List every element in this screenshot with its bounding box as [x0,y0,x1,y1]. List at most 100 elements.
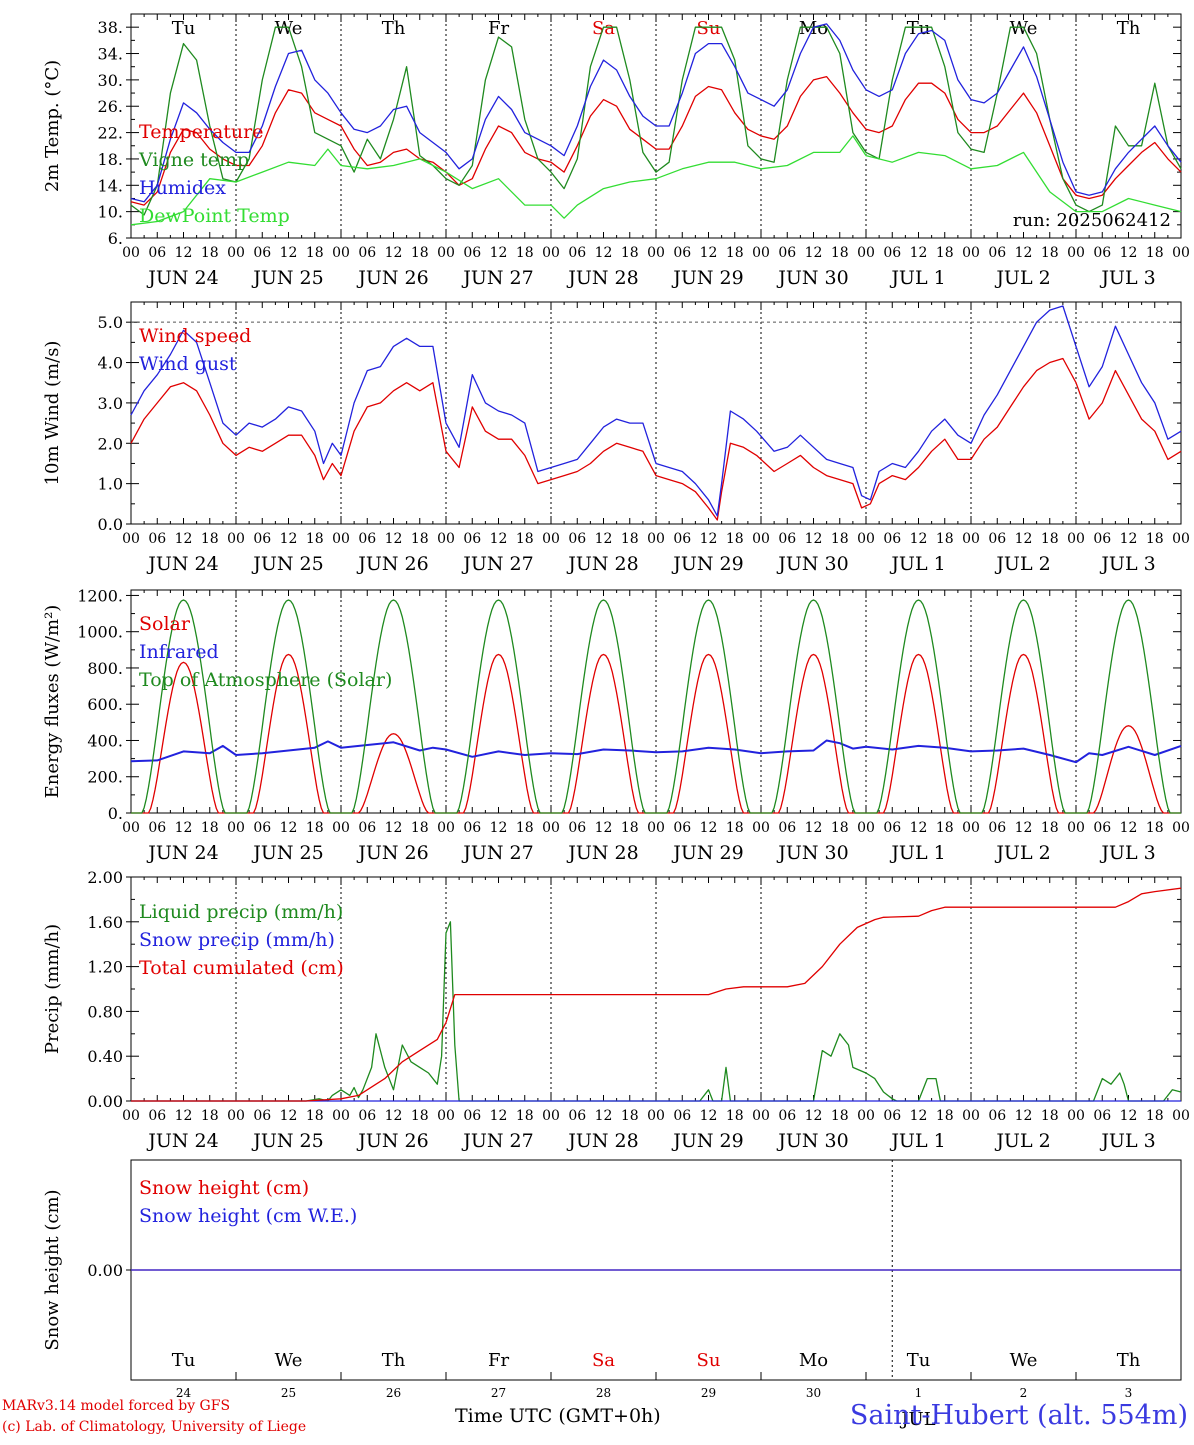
y-tick-label: 1.60 [87,913,123,932]
hour-tick-label: 00 [437,245,455,261]
hour-tick-label: 18 [306,1108,324,1124]
legend-entry: Snow height (cm) [139,1177,309,1199]
y-axis-label: Energy fluxes (W/m²) [42,605,63,799]
legend-entry: Snow precip (mm/h) [139,929,335,951]
hour-tick-label: 06 [253,820,271,836]
legend-entry: Wind speed [139,325,251,347]
date-label: JUN 29 [671,267,743,289]
y-tick-label: 0.0 [98,515,123,534]
y-axis-label: Precip (mm/h) [42,924,63,1054]
hour-tick-label: 06 [358,245,376,261]
y-tick-label: 400. [87,731,123,750]
hour-tick-label: 12 [1015,245,1033,261]
day-name-label: Fr [488,1350,509,1371]
hour-tick-label: 00 [1067,245,1085,261]
hour-tick-label: 18 [726,531,744,547]
hour-tick-label: 12 [280,531,298,547]
legend-entry: Wind gust [139,353,237,375]
hour-tick-label: 18 [831,820,849,836]
hour-tick-label: 12 [385,531,403,547]
date-label: JUN 24 [146,842,218,864]
hour-tick-label: 06 [568,531,586,547]
y-tick-label: 200. [87,768,123,787]
day-name-label: Tu [172,18,196,39]
lab-credit: (c) Lab. of Climatology, University of L… [2,1419,307,1435]
y-tick-label: 34. [98,45,123,64]
hour-tick-label: 00 [647,1108,665,1124]
date-label: JUN 29 [671,553,743,575]
date-label: JUN 30 [776,1130,848,1152]
hour-tick-label: 18 [411,1108,429,1124]
day-name-label: Th [382,1350,406,1371]
hour-tick-label: 12 [700,1108,718,1124]
hour-tick-label: 12 [490,1108,508,1124]
hour-tick-label: 06 [673,531,691,547]
y-tick-label: 30. [98,71,123,90]
hour-tick-label: 12 [385,1108,403,1124]
hour-tick-label: 18 [621,1108,639,1124]
hour-tick-label: 18 [936,1108,954,1124]
date-label: JUN 26 [356,553,428,575]
hour-tick-label: 18 [936,531,954,547]
hour-tick-label: 00 [752,820,770,836]
hour-tick-label: 12 [805,1108,823,1124]
hour-tick-label: 06 [568,245,586,261]
y-tick-label: 2.0 [98,434,123,453]
date-label: JUN 29 [671,1130,743,1152]
hour-tick-label: 06 [778,1108,796,1124]
day-number-label: 27 [491,1386,506,1400]
hour-tick-label: 00 [1067,1108,1085,1124]
hour-tick-label: 12 [1120,245,1138,261]
y-tick-label: 5.0 [98,313,123,332]
date-label: JUL 2 [994,1130,1050,1152]
day-number-label: 3 [1125,1386,1133,1400]
series-line-dewpoint-temp [130,135,1182,226]
model-credit: MARv3.14 model forced by GFS [2,1398,231,1414]
series-line-total-cumulated-cm- [131,887,1182,1102]
day-number-label: 30 [806,1386,821,1400]
y-tick-label: 14. [98,176,123,195]
hour-tick-label: 06 [253,1108,271,1124]
day-name-label: Th [1117,18,1141,39]
date-label: JUL 3 [1099,553,1155,575]
y-tick-label: 4.0 [98,354,123,373]
date-label: JUN 27 [461,842,533,864]
hour-tick-label: 18 [621,531,639,547]
hour-tick-label: 12 [490,820,508,836]
hour-tick-label: 18 [1146,245,1164,261]
hour-tick-label: 06 [358,531,376,547]
hour-tick-label: 18 [1041,1108,1059,1124]
hour-tick-label: 00 [1172,245,1190,261]
day-name-label: Tu [907,18,931,39]
date-label: JUN 28 [566,1130,638,1152]
day-number-label: 28 [596,1386,611,1400]
series-line-temperature [130,75,1182,206]
date-label: JUN 28 [566,553,638,575]
hour-tick-label: 12 [280,820,298,836]
series-line-top-of-atmosphere-solar- [131,599,1181,814]
hour-tick-label: 18 [831,245,849,261]
legend-entry: Solar [139,613,191,635]
hour-tick-label: 18 [516,1108,534,1124]
hour-tick-label: 00 [122,1108,140,1124]
panel-temp: 6. 10. 14. 18. 22. 26. 30. 34. 38. 2m Temp. (°C) T… [42,13,1190,289]
y-tick-label: 0.40 [87,1047,123,1066]
hour-tick-label: 00 [962,1108,980,1124]
hour-tick-label: 00 [962,820,980,836]
hour-tick-label: 18 [1146,1108,1164,1124]
hour-tick-label: 18 [726,1108,744,1124]
series-line-wind-gust [130,305,1182,517]
y-axis-label: 2m Temp. (°C) [42,60,63,192]
hour-tick-label: 18 [726,820,744,836]
hour-tick-label: 12 [1015,820,1033,836]
date-label: JUL 2 [994,553,1050,575]
hour-tick-label: 12 [280,245,298,261]
hour-tick-label: 06 [463,245,481,261]
legend-entry: Infrared [139,641,219,663]
hour-tick-label: 00 [542,1108,560,1124]
hour-tick-label: 18 [201,245,219,261]
hour-tick-label: 06 [778,820,796,836]
hour-tick-label: 06 [568,1108,586,1124]
hour-tick-label: 18 [936,820,954,836]
y-tick-label: 6. [108,229,123,248]
